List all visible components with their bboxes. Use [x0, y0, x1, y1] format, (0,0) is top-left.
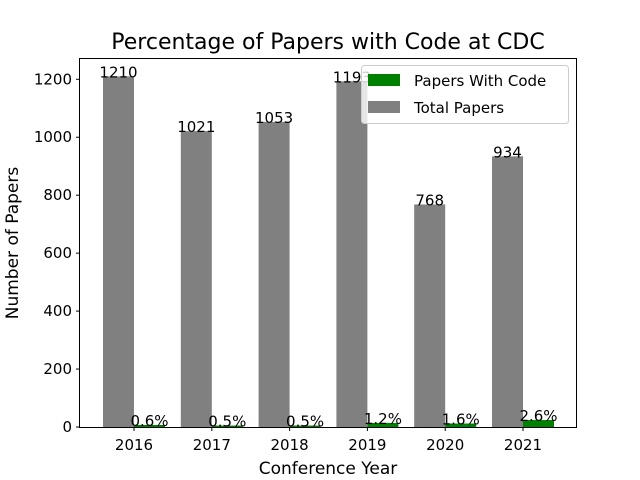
y-tick-label-800: 800 — [43, 186, 72, 204]
legend: Papers With Code Total Papers — [361, 65, 569, 124]
data-label-papers-with-code-2018: 0.5% — [286, 413, 324, 431]
bar-total-papers-2018 — [258, 121, 290, 428]
data-label-total-papers-2017: 1021 — [177, 118, 215, 136]
data-label-total-papers-2021: 934 — [493, 143, 522, 161]
x-tick-label-2020: 2020 — [426, 436, 464, 454]
bar-total-papers-2019 — [336, 81, 368, 427]
y-tick-label-1000: 1000 — [34, 128, 72, 146]
bar-total-papers-2020 — [414, 204, 446, 427]
y-tick-label-200: 200 — [43, 360, 72, 378]
legend-frame — [361, 65, 569, 124]
data-label-papers-with-code-2021: 2.6% — [519, 407, 557, 425]
y-tick-label-0: 0 — [62, 418, 72, 436]
data-label-papers-with-code-2017: 0.5% — [208, 413, 246, 431]
data-label-total-papers-2020: 768 — [415, 191, 444, 209]
bar-papers-with-code-2017 — [211, 425, 243, 427]
data-label-papers-with-code-2019: 1.2% — [364, 410, 402, 428]
y-tick-label-600: 600 — [43, 244, 72, 262]
legend-label-papers-with-code: Papers With Code — [414, 72, 546, 90]
chart-title: Percentage of Papers with Code at CDC — [111, 30, 544, 55]
plot-frame — [79, 58, 577, 428]
legend-label-total-papers: Total Papers — [413, 99, 504, 117]
data-label-papers-with-code-2020: 1.6% — [442, 411, 480, 429]
x-tick-label-2018: 2018 — [271, 436, 309, 454]
bar-papers-with-code-2021 — [523, 420, 554, 427]
data-label-papers-with-code-2016: 0.6% — [130, 412, 168, 430]
bar-total-papers-2017 — [180, 131, 212, 427]
data-label-total-papers-2018: 1053 — [255, 109, 293, 127]
legend-swatch-total-papers — [368, 101, 400, 113]
bar-papers-with-code-2019 — [367, 422, 399, 427]
x-tick-label-2017: 2017 — [193, 436, 231, 454]
y-tick-label-1200: 1200 — [34, 70, 72, 88]
bar-total-papers-2016 — [103, 76, 134, 427]
x-axis-ticks: 2016 2017 2018 2019 2020 2021 — [115, 427, 542, 454]
x-axis-label: Conference Year — [259, 459, 398, 479]
bar-total-papers-2021 — [492, 156, 523, 427]
y-axis-ticks: 0 200 400 600 800 1000 1200 — [34, 70, 80, 436]
x-tick-label-2021: 2021 — [504, 436, 542, 454]
data-label-total-papers-2016: 1210 — [99, 63, 137, 81]
x-tick-label-2016: 2016 — [115, 436, 153, 454]
x-tick-label-2019: 2019 — [348, 436, 386, 454]
legend-swatch-papers-with-code — [368, 74, 400, 86]
y-axis-label: Number of Papers — [3, 167, 23, 320]
bar-papers-with-code-2020 — [445, 423, 477, 427]
bar-papers-with-code-2016 — [134, 424, 165, 427]
y-tick-label-400: 400 — [43, 302, 72, 320]
bars-group — [103, 76, 554, 428]
bar-papers-with-code-2018 — [289, 425, 321, 427]
